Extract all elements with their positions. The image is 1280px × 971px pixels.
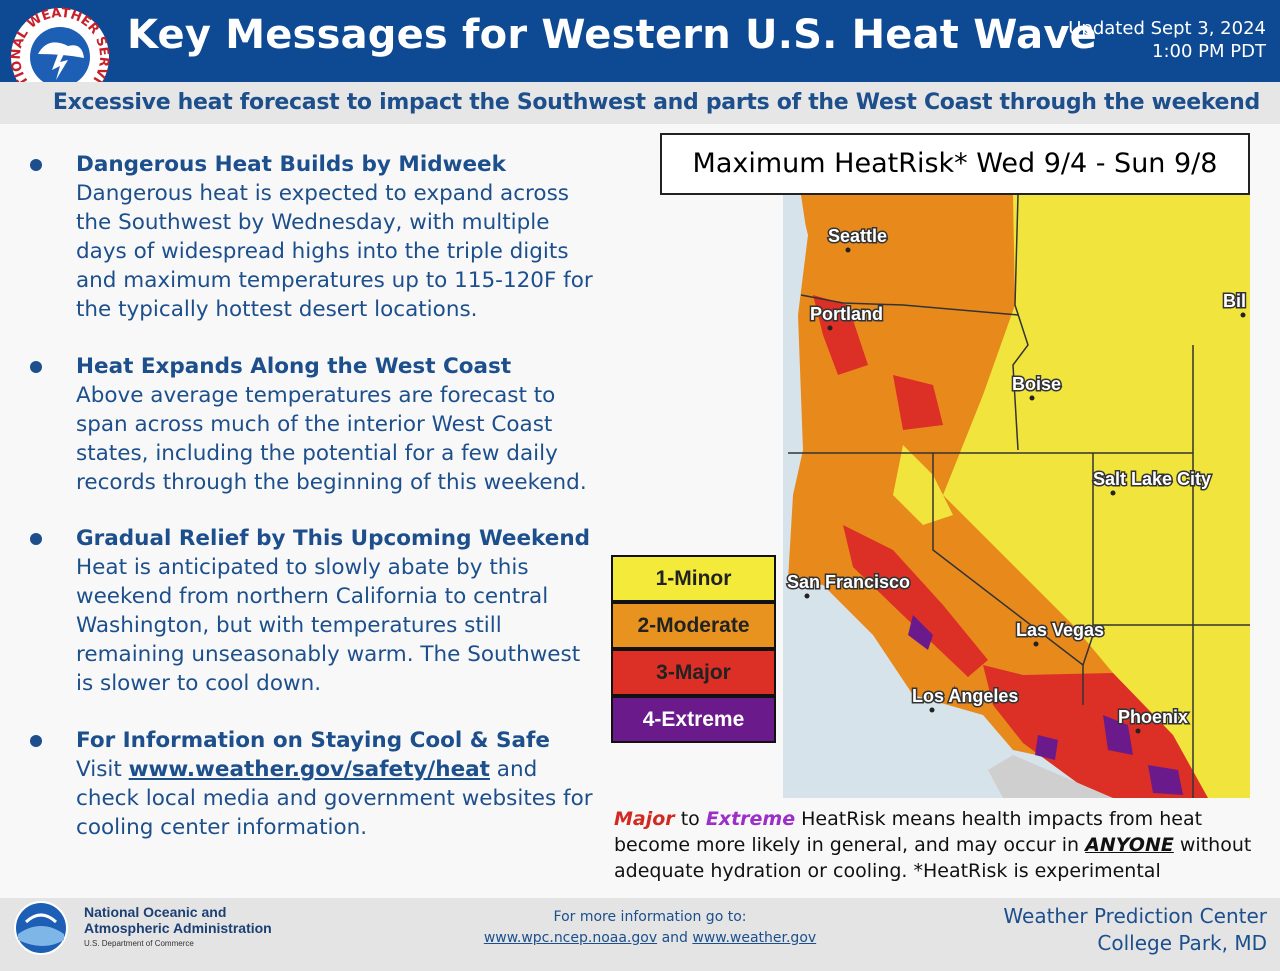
title: Key Messages for Western U.S. Heat Wave [127,12,1097,58]
bullet-body: Heat is anticipated to slowly abate by t… [76,555,581,696]
city-dot [1240,312,1246,318]
center-location: College Park, MD [1097,931,1267,955]
city-label: Phoenix [1118,707,1188,727]
link[interactable]: www.wpc.ncep.noaa.gov [483,930,658,946]
map-caption: Major to Extreme HeatRisk means health i… [614,806,1264,884]
link-sep: and [657,930,693,946]
link[interactable]: www.weather.gov [692,930,817,946]
city-label: Los Angeles [912,686,1018,706]
city-dot [929,707,935,713]
caption-text: to [674,808,706,830]
agency-line: Atmospheric Administration [84,920,272,936]
bullet: Dangerous Heat Builds by Midweek Dangerou… [76,150,596,324]
heat-map: Seattle Portland Boise Salt Lake City San Fr… [783,195,1250,798]
bullet: Heat Expands Along the West Coast Above a… [76,352,596,497]
agency-line: National Oceanic and [84,904,227,920]
updated-date: Updated Sept 3, 2024 [1068,18,1266,39]
city-dot [1033,641,1039,647]
legend-item: 3-Major [611,649,776,696]
center-name: Weather Prediction Center [1003,904,1267,928]
bullet-heading: Heat Expands Along the West Coast [76,354,512,379]
footer-bar [0,898,1280,971]
city-dot [845,247,851,253]
bullet: Gradual Relief by This Upcoming Weekend H… [76,524,596,698]
bullet-dot [30,159,42,171]
caption-major: Major [614,808,675,830]
subtitle-bar [0,82,1280,124]
bullet-body: Dangerous heat is expected to expand acr… [76,181,593,322]
agency-dept: U.S. Department of Commerce [84,939,194,948]
bullet: For Information on Staying Cool & Safe Vi… [76,726,596,842]
city-dot [1029,395,1035,401]
caption-anyone: ANYONE [1085,834,1174,856]
city-label: Portland [810,304,883,324]
legend-item: 2-Moderate [611,602,776,649]
city-label: Boise [1012,374,1061,394]
footer-links: www.wpc.ncep.noaa.gov and www.weather.go… [450,930,850,946]
city-dot [1135,728,1141,734]
city-label: San Francisco [787,572,910,592]
city-dot [1110,490,1116,496]
header-bar [0,0,1280,82]
caption-text: without adequate hydration or cooling. *… [614,834,1252,882]
city-label: Las Vegas [1016,620,1104,640]
bullet-text: Visit [76,757,129,782]
map-title: Maximum HeatRisk* Wed 9/4 - Sun 9/8 [660,133,1250,195]
bullet-heading: For Information on Staying Cool & Safe [76,728,550,753]
bullet-body: Above average temperatures are forecast … [76,383,587,495]
more-info: For more information go to: [553,909,747,925]
link[interactable]: www.weather.gov/safety/heat [128,757,490,782]
legend-item: 4-Extreme [611,696,776,743]
bullet-dot [30,361,42,373]
city-label: Salt Lake City [1093,469,1211,489]
city-label: Bil [1223,291,1246,311]
bullet-dot [30,735,42,747]
city-dot [804,593,810,599]
legend-item: 1-Minor [611,555,776,602]
city-label: Seattle [828,226,887,246]
subtitle: Excessive heat forecast to impact the So… [52,90,1260,115]
bullet-heading: Gradual Relief by This Upcoming Weekend [76,526,591,551]
caption-extreme: Extreme [705,808,796,830]
bullet-text: and check local media and government web… [76,757,593,840]
city-dot [827,325,833,331]
caption-text: HeatRisk means health impacts from heat … [614,808,1203,856]
updated-time: 1:00 PM PDT [1152,41,1266,62]
noaa-logo [14,901,68,955]
bullet-heading: Dangerous Heat Builds by Midweek [76,152,506,177]
bullet-body: Visit www.weather.gov/safety/heat and ch… [76,755,596,842]
bullet-dot [30,533,42,545]
